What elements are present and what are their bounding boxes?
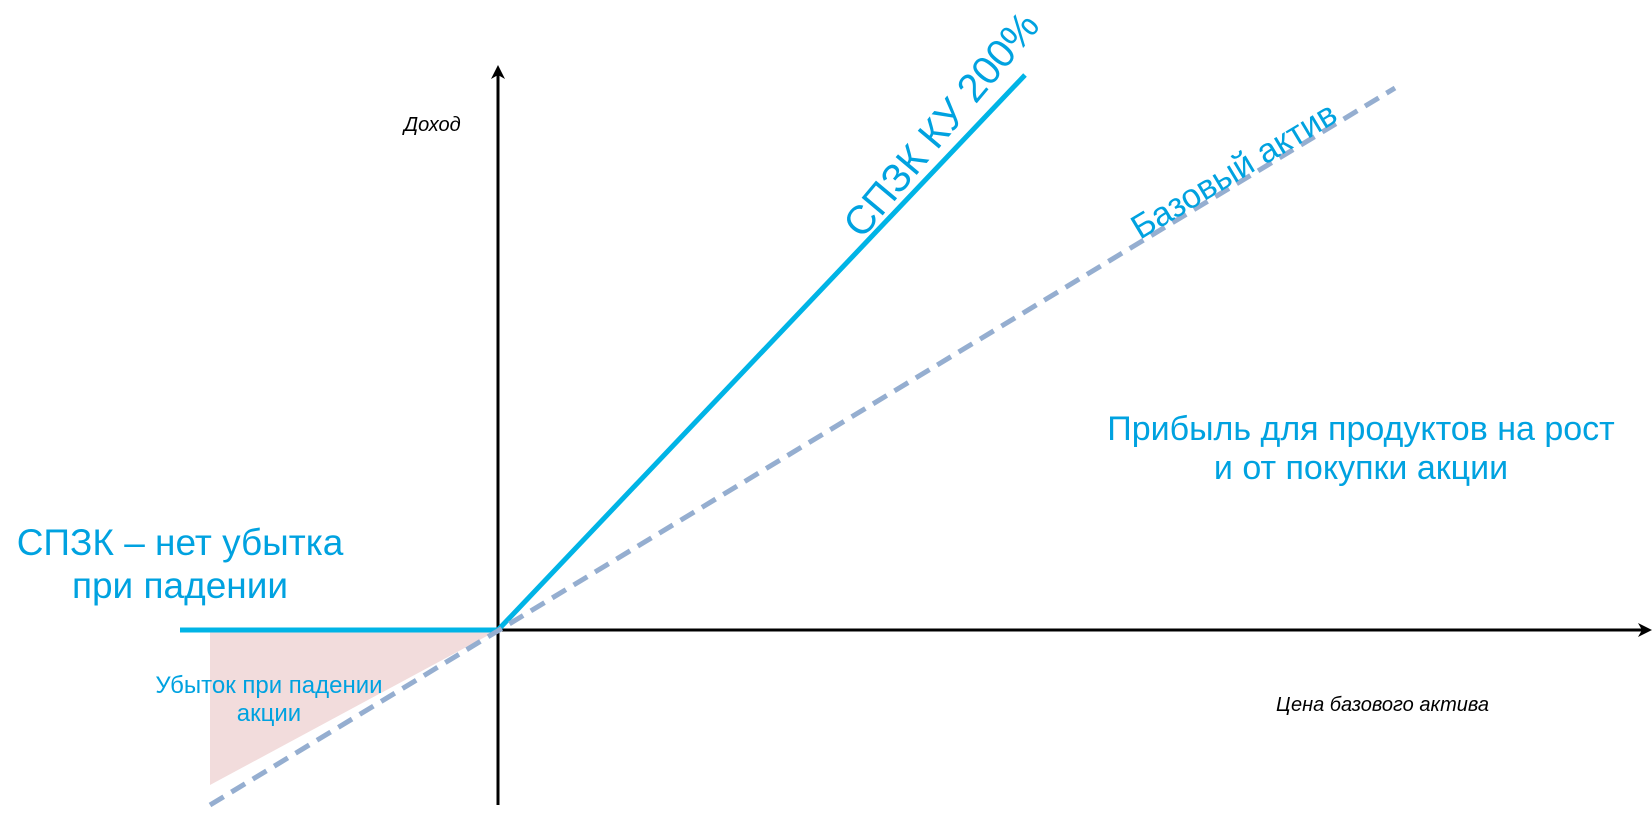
y-axis-label: Доход (404, 114, 461, 136)
spzk-line (496, 73, 1027, 632)
profit-line-1: Прибыль для продуктов на рост (1107, 410, 1615, 448)
spzk-line-label: СПЗК КУ 200% (835, 4, 1048, 246)
loss-region (210, 630, 498, 785)
x-axis-label: Цена базового актива (1276, 694, 1490, 716)
base-asset-line (208, 85, 1397, 808)
profit-annotation: Прибыль для продуктов на рост и от покуп… (1070, 410, 1652, 488)
profit-line-2: и от покупки акции (1213, 449, 1509, 488)
no-loss-line-2: при падении (71, 564, 289, 606)
loss-line-2: акции (236, 699, 302, 727)
base-asset-label: Базовый актив (1125, 94, 1344, 246)
no-loss-line-1: СПЗК – нет убытка (16, 522, 344, 563)
loss-line-1: Убыток при падении (155, 672, 383, 699)
no-loss-annotation: СПЗК – нет убытка при падении (10, 522, 350, 607)
loss-annotation: Убыток при падении акции (124, 672, 414, 727)
